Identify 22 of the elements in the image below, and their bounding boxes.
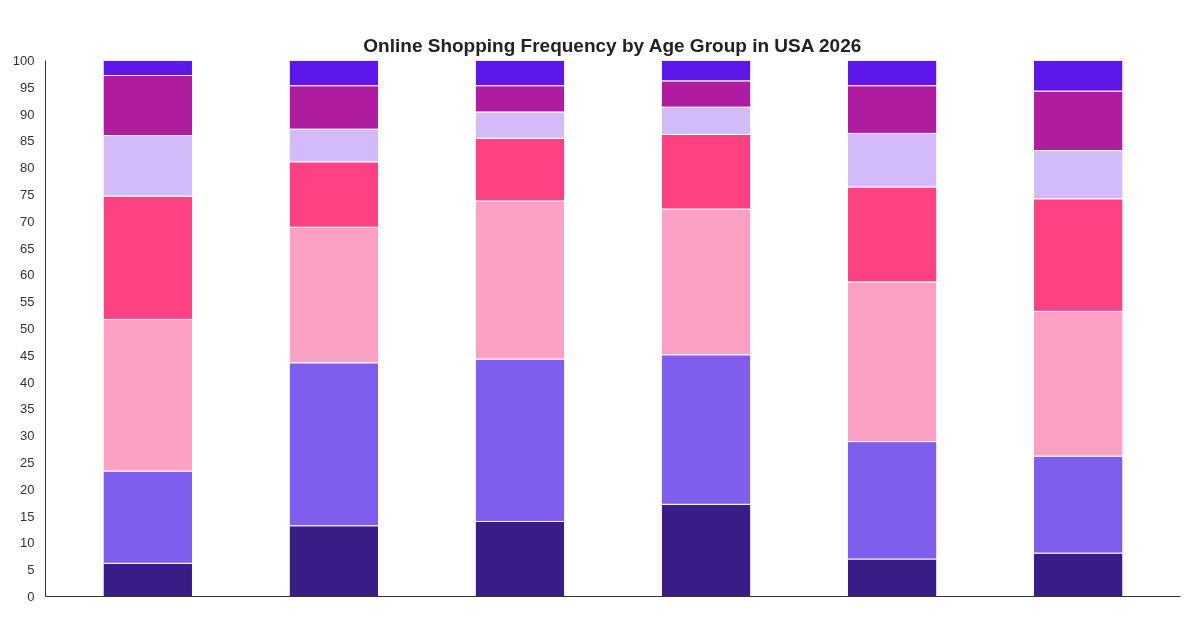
y-tick-label: 75: [20, 187, 35, 202]
y-tick-label: 35: [20, 401, 35, 417]
y-tick-label: 5: [27, 562, 35, 578]
y-tick-label: 10: [20, 535, 35, 551]
y-tick-label: 30: [20, 428, 35, 444]
y-tick-label: 20: [20, 481, 35, 497]
y-tick-label: 50: [20, 321, 35, 336]
y-tick-label: 90: [20, 106, 35, 122]
y-tick-label: 70: [20, 213, 35, 229]
y-tick-label: 45: [20, 347, 35, 363]
y-tick-label: 15: [20, 508, 35, 524]
y-tick-label: 80: [20, 160, 35, 176]
y-tick-label: 85: [20, 133, 35, 149]
y-tick-label: 60: [20, 267, 35, 283]
y-tick-label: 95: [20, 79, 35, 95]
chart-title: Online Shopping Frequency by Age Group in USA 2026: [363, 34, 862, 56]
y-tick-label: 55: [20, 294, 35, 310]
y-tick-label: 25: [20, 455, 35, 470]
y-tick-label: 0: [27, 589, 35, 604]
y-tick-label: 65: [20, 240, 35, 256]
y-tick-label: 40: [20, 374, 35, 390]
y-tick-label: 100: [12, 53, 35, 68]
